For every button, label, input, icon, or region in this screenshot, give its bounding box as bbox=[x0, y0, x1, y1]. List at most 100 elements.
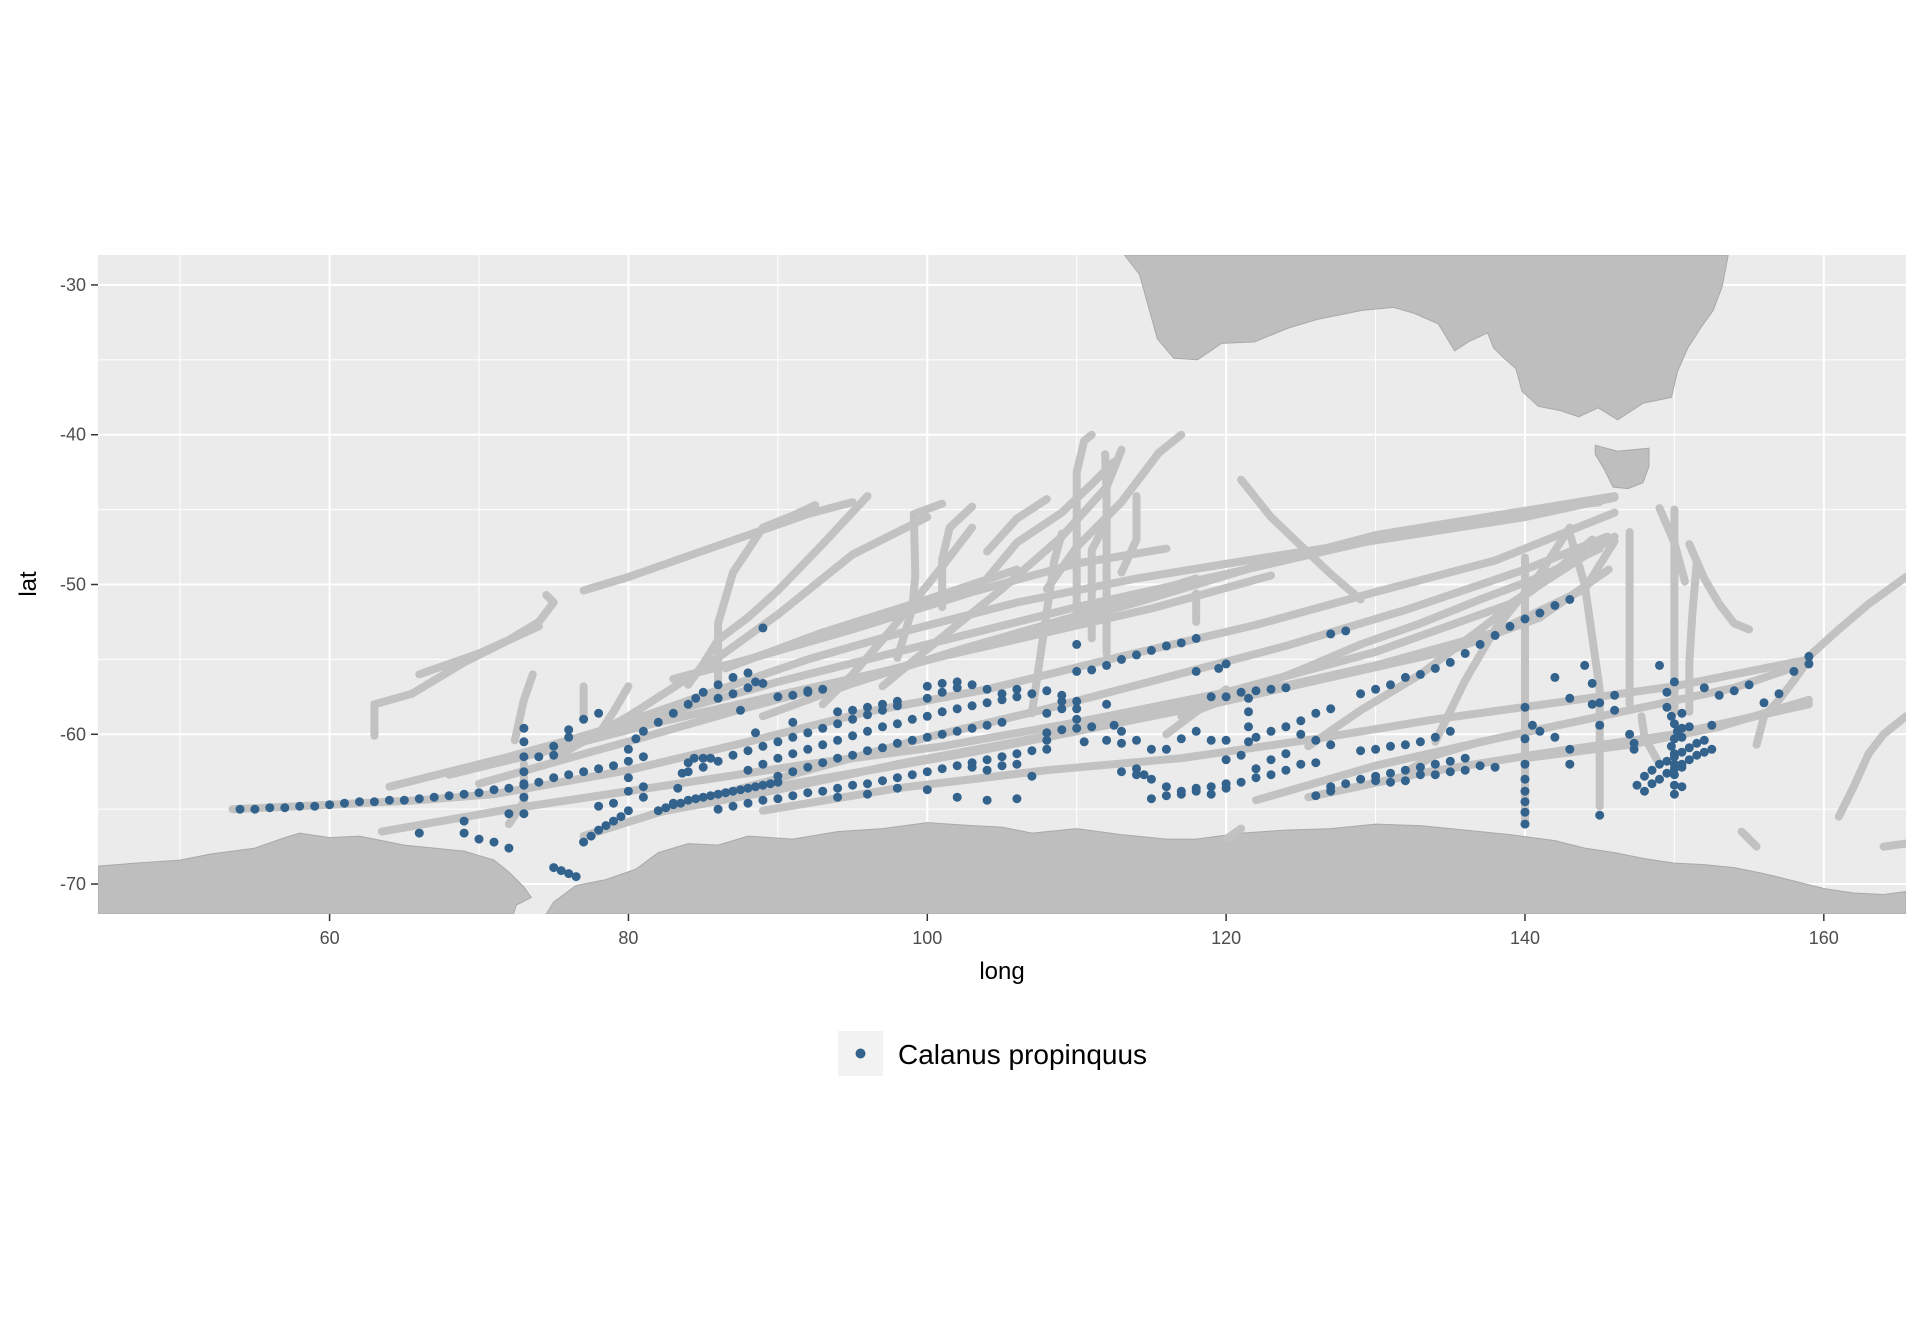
occurrence-point bbox=[997, 752, 1007, 762]
occurrence-point bbox=[1505, 621, 1515, 631]
occurrence-point bbox=[519, 809, 529, 819]
occurrence-point bbox=[1042, 708, 1052, 718]
occurrence-point bbox=[743, 668, 753, 678]
occurrence-point bbox=[1699, 747, 1709, 757]
occurrence-point bbox=[1146, 744, 1156, 754]
x-tick-label: 60 bbox=[320, 928, 340, 948]
cruise-track bbox=[1637, 712, 1664, 769]
occurrence-point bbox=[355, 797, 364, 807]
occurrence-point bbox=[534, 752, 544, 762]
occurrence-point bbox=[1311, 758, 1321, 768]
occurrence-point bbox=[1714, 690, 1724, 700]
occurrence-point bbox=[1191, 666, 1201, 676]
occurrence-point bbox=[1610, 705, 1620, 715]
occurrence-point bbox=[683, 699, 693, 709]
occurrence-point bbox=[773, 737, 783, 747]
cruise-track bbox=[1737, 827, 1761, 851]
occurrence-point bbox=[848, 731, 858, 741]
occurrence-point bbox=[1042, 686, 1052, 696]
occurrence-point bbox=[1677, 708, 1687, 718]
occurrence-point bbox=[1527, 720, 1537, 730]
occurrence-point bbox=[1281, 722, 1291, 732]
occurrence-point bbox=[1117, 767, 1126, 777]
occurrence-point bbox=[1206, 782, 1216, 792]
occurrence-point bbox=[1684, 722, 1694, 732]
cruise-track bbox=[1072, 430, 1096, 629]
occurrence-point bbox=[616, 812, 626, 822]
occurrence-point bbox=[1371, 776, 1381, 786]
occurrence-point bbox=[1132, 770, 1141, 780]
occurrence-point bbox=[310, 801, 320, 811]
occurrence-point bbox=[1520, 774, 1530, 784]
occurrence-point bbox=[325, 800, 335, 810]
occurrence-point bbox=[698, 792, 708, 802]
occurrence-point bbox=[564, 869, 574, 879]
occurrence-point bbox=[1221, 783, 1231, 793]
occurrence-point bbox=[1415, 669, 1425, 679]
occurrence-point bbox=[1490, 630, 1500, 640]
occurrence-point bbox=[833, 707, 843, 717]
occurrence-point bbox=[743, 783, 753, 793]
occurrence-point bbox=[1520, 807, 1530, 817]
occurrence-point bbox=[1161, 791, 1171, 801]
occurrence-point bbox=[1042, 744, 1052, 754]
occurrence-point bbox=[878, 743, 887, 753]
occurrence-point bbox=[952, 726, 962, 736]
occurrence-point bbox=[1072, 714, 1082, 724]
occurrence-point bbox=[1027, 746, 1037, 756]
occurrence-point bbox=[1445, 756, 1455, 766]
occurrence-point bbox=[878, 699, 887, 709]
occurrence-point bbox=[1244, 737, 1253, 747]
occurrence-point bbox=[1684, 743, 1694, 753]
cruise-track bbox=[721, 565, 1021, 673]
occurrence-point bbox=[1311, 708, 1321, 718]
occurrence-point bbox=[1445, 726, 1455, 736]
occurrence-point bbox=[474, 788, 484, 798]
occurrence-point bbox=[1520, 702, 1530, 712]
occurrence-point bbox=[967, 701, 977, 711]
occurrence-point bbox=[1647, 765, 1657, 775]
occurrence-point bbox=[1146, 774, 1156, 784]
occurrence-point bbox=[1251, 686, 1261, 696]
occurrence-point bbox=[1102, 735, 1112, 745]
cruise-track bbox=[983, 495, 1051, 556]
occurrence-point bbox=[922, 767, 932, 777]
occurrence-point bbox=[609, 798, 618, 808]
occurrence-point bbox=[519, 767, 529, 777]
occurrence-point bbox=[982, 755, 992, 765]
occurrence-point bbox=[1139, 770, 1149, 780]
land-australia bbox=[1123, 255, 1729, 421]
occurrence-point bbox=[773, 771, 783, 781]
occurrence-point bbox=[1027, 689, 1037, 699]
occurrence-point bbox=[676, 798, 686, 808]
occurrence-point bbox=[773, 753, 783, 763]
occurrence-point bbox=[384, 795, 394, 805]
occurrence-point bbox=[1146, 794, 1156, 804]
occurrence-point bbox=[878, 722, 887, 732]
occurrence-point bbox=[549, 741, 559, 751]
occurrence-point bbox=[1662, 756, 1672, 766]
occurrence-point bbox=[788, 749, 798, 759]
occurrence-point bbox=[713, 804, 723, 814]
occurrence-point bbox=[1072, 666, 1082, 676]
occurrence-point bbox=[758, 678, 768, 688]
occurrence-point bbox=[1191, 633, 1201, 643]
occurrence-point bbox=[1012, 794, 1022, 804]
cruise-track bbox=[983, 457, 1119, 583]
occurrence-point bbox=[1386, 777, 1395, 787]
occurrence-point bbox=[1669, 749, 1679, 759]
occurrence-point bbox=[519, 752, 529, 762]
x-axis-title: long bbox=[979, 958, 1024, 985]
occurrence-point bbox=[1102, 660, 1112, 670]
cruise-track bbox=[415, 622, 543, 679]
occurrence-point bbox=[1677, 732, 1687, 742]
x-tick-label: 80 bbox=[618, 928, 638, 948]
occurrence-point bbox=[638, 782, 648, 792]
occurrence-point bbox=[1520, 786, 1530, 796]
occurrence-point bbox=[758, 795, 768, 805]
cruise-track bbox=[519, 493, 1619, 758]
occurrence-point bbox=[1109, 720, 1119, 730]
cruise-track bbox=[893, 499, 947, 662]
occurrence-point bbox=[609, 761, 618, 771]
land-layer bbox=[98, 255, 1906, 914]
